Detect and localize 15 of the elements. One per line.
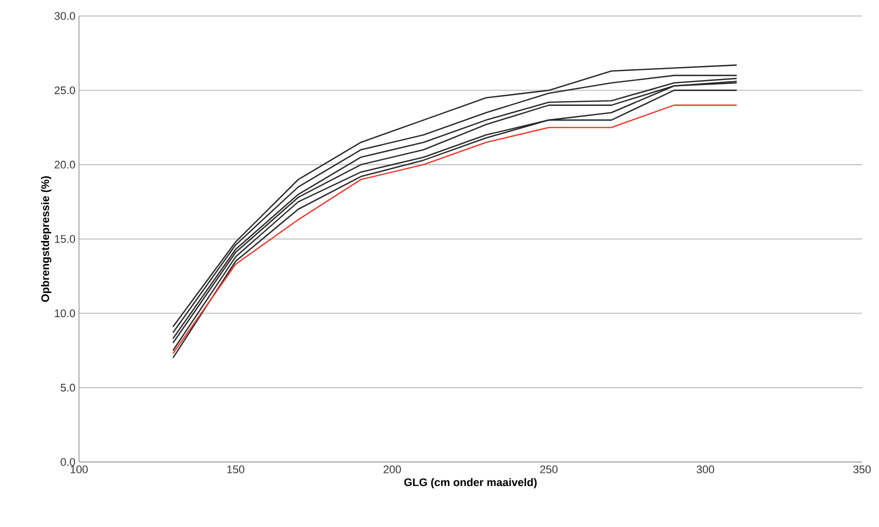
x-tick-label: 100 (70, 466, 88, 474)
y-axis-title: Opbrengstdepressie (%) (41, 176, 52, 302)
x-tick-label: 250 (540, 466, 558, 474)
y-tick-label: 30.0 (54, 12, 76, 20)
x-tick-label: 300 (696, 466, 714, 474)
x-tick-label: 150 (227, 466, 244, 474)
y-tick-label: 10.0 (54, 309, 76, 318)
x-axis-title: GLG (cm onder maaiveld) (404, 478, 537, 488)
y-tick-label: 5.0 (60, 384, 76, 392)
x-tick-label: 200 (384, 466, 401, 474)
y-tick-label: 15.0 (54, 235, 76, 243)
y-tick-label: 20.0 (54, 160, 76, 169)
y-tick-label: 0.0 (60, 458, 76, 466)
y-tick-label: 25.0 (54, 86, 76, 94)
x-tick-label: 350 (853, 466, 871, 474)
